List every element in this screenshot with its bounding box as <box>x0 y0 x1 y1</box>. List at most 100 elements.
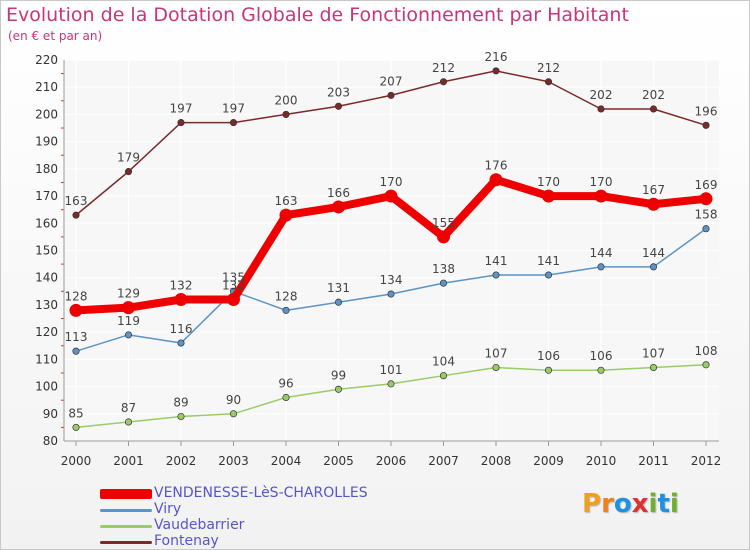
data-label: 132 <box>170 278 193 292</box>
data-point <box>597 263 605 271</box>
x-tick-label: 2007 <box>428 454 459 468</box>
data-label: 166 <box>327 186 350 200</box>
y-tick-label: 130 <box>35 298 58 312</box>
legend-label: Vaudebarrier <box>154 517 245 533</box>
data-label: 163 <box>275 194 298 208</box>
data-point <box>597 366 605 374</box>
data-label: 116 <box>170 322 193 336</box>
y-tick-label: 90 <box>43 407 58 421</box>
data-point <box>492 271 500 279</box>
x-tick-label: 2003 <box>218 454 249 468</box>
x-tick-label: 2011 <box>638 454 669 468</box>
legend-swatch <box>100 525 152 528</box>
data-label: 196 <box>695 104 718 118</box>
data-label: 99 <box>331 368 346 382</box>
data-point <box>702 121 710 129</box>
data-label: 212 <box>432 61 455 75</box>
data-label: 158 <box>695 208 718 222</box>
x-tick-label: 2004 <box>271 454 302 468</box>
x-tick-label: 2009 <box>533 454 564 468</box>
data-label: 131 <box>327 281 350 295</box>
legend-label: Fontenay <box>154 533 219 549</box>
data-point <box>177 119 185 127</box>
data-point <box>544 78 553 86</box>
y-tick-label: 80 <box>43 434 58 448</box>
y-tick-label: 160 <box>35 216 58 230</box>
data-label: 170 <box>537 175 560 189</box>
legend-label: VENDENESSE-LèS-CHAROLLES <box>154 485 368 501</box>
data-point <box>279 208 293 222</box>
data-point <box>72 211 80 219</box>
data-label: 176 <box>485 159 508 173</box>
data-label: 155 <box>432 216 455 230</box>
y-tick-label: 210 <box>35 80 58 94</box>
data-label: 87 <box>121 401 136 415</box>
y-tick-label: 170 <box>35 189 58 203</box>
data-label: 101 <box>380 363 403 377</box>
data-label: 202 <box>590 88 613 102</box>
data-point <box>544 271 553 279</box>
data-label: 200 <box>275 93 298 107</box>
data-label: 167 <box>642 183 665 197</box>
data-point <box>124 168 133 176</box>
data-point <box>439 78 448 86</box>
data-label: 207 <box>380 74 403 88</box>
data-label: 106 <box>537 349 560 363</box>
data-point <box>594 189 608 203</box>
y-tick-label: 100 <box>35 380 58 394</box>
data-point <box>72 423 80 431</box>
x-tick-label: 2006 <box>376 454 407 468</box>
data-label: 119 <box>117 314 140 328</box>
legend-swatch <box>100 489 152 499</box>
data-point <box>124 418 133 426</box>
data-point <box>597 105 605 113</box>
logo-letter: i <box>648 489 658 519</box>
logo-letter: i <box>669 489 679 519</box>
data-label: 170 <box>380 175 403 189</box>
data-label: 216 <box>485 50 508 64</box>
logo-letter: t <box>657 489 670 519</box>
data-label: 169 <box>695 178 718 192</box>
y-tick-label: 200 <box>35 107 58 121</box>
data-point <box>699 192 713 206</box>
data-label: 89 <box>173 396 188 410</box>
data-label: 107 <box>642 347 665 361</box>
data-label: 104 <box>432 355 455 369</box>
data-label: 203 <box>327 85 350 99</box>
data-point <box>334 298 343 306</box>
data-point <box>177 412 185 421</box>
data-point <box>649 363 658 372</box>
data-point <box>542 189 555 203</box>
logo-letter: x <box>631 489 649 519</box>
data-label: 138 <box>432 262 455 276</box>
data-point <box>282 110 290 118</box>
data-point <box>437 230 450 244</box>
logo-letter: P <box>582 489 602 519</box>
data-label: 113 <box>65 330 88 344</box>
data-point <box>122 301 135 315</box>
data-point <box>334 385 343 393</box>
chart-subtitle: (en € et par an) <box>8 29 103 43</box>
data-label: 144 <box>642 246 665 260</box>
data-point <box>439 279 448 287</box>
data-label: 90 <box>226 393 241 407</box>
data-label: 134 <box>380 273 403 287</box>
data-point <box>177 339 185 347</box>
x-tick-label: 2008 <box>481 454 512 468</box>
data-label: 212 <box>537 61 560 75</box>
data-label: 163 <box>65 194 88 208</box>
y-tick-label: 150 <box>35 244 58 258</box>
data-point <box>334 102 343 110</box>
data-point <box>387 380 395 388</box>
data-label: 141 <box>485 254 508 268</box>
legend-label: Viry <box>154 501 182 517</box>
proxiti-logo: Proxiti <box>582 489 679 519</box>
y-tick-label: 190 <box>35 135 58 149</box>
line-chart: 8090100110120130140150160170180190200210… <box>35 50 721 468</box>
legend-swatch <box>100 541 152 544</box>
data-point <box>649 263 658 271</box>
data-point <box>702 361 710 369</box>
data-point <box>439 372 448 380</box>
y-tick-label: 110 <box>35 352 58 366</box>
data-point <box>702 225 710 233</box>
